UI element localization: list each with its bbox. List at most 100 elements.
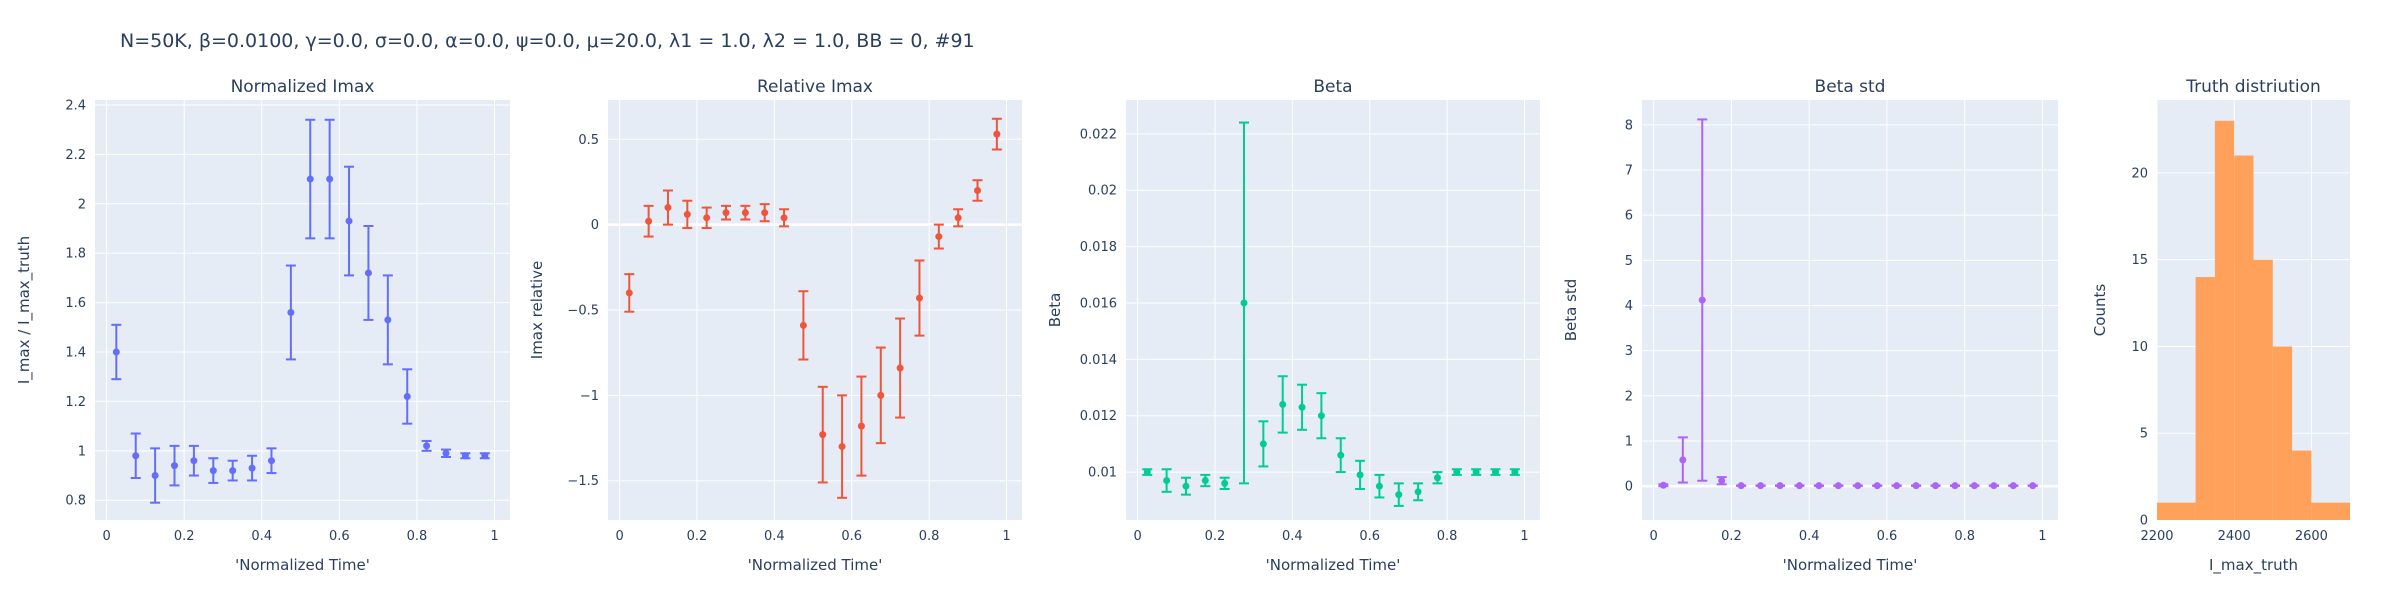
data-point[interactable] [345,217,353,225]
data-point[interactable] [306,175,314,183]
data-point[interactable] [151,472,159,480]
data-point[interactable] [1240,299,1248,307]
data-point[interactable] [1453,468,1461,476]
data-point[interactable] [664,204,672,212]
data-point[interactable] [877,391,885,399]
data-point[interactable] [857,422,865,430]
data-point[interactable] [326,175,334,183]
data-point[interactable] [1815,482,1823,490]
data-point[interactable] [761,209,769,217]
plot-area [1642,100,2058,520]
y-tick-label: 0.016 [1080,296,1117,311]
data-point[interactable] [1298,403,1306,411]
data-point[interactable] [1143,468,1151,476]
data-point[interactable] [1492,468,1500,476]
data-point[interactable] [1757,482,1765,490]
data-point[interactable] [403,392,411,400]
data-point[interactable] [974,186,982,194]
data-point[interactable] [481,452,489,460]
data-point[interactable] [1951,482,1959,490]
data-point[interactable] [364,269,372,277]
data-point[interactable] [915,294,923,302]
y-axis-label: Beta [1046,293,1064,328]
y-tick-label: 3 [1625,344,1633,359]
y-tick-label: 0.018 [1080,240,1117,255]
x-tick-label: 0 [1133,529,1141,544]
data-point[interactable] [1221,479,1229,487]
data-point[interactable] [1679,456,1687,464]
y-tick-label: 0.014 [1080,353,1117,368]
y-tick-label: −1 [580,389,599,404]
data-point[interactable] [1795,482,1803,490]
y-tick-label: 8 [1625,118,1633,133]
data-point[interactable] [1912,482,1920,490]
data-point[interactable] [171,462,179,470]
data-point[interactable] [838,443,846,451]
data-point[interactable] [1317,412,1325,420]
data-point[interactable] [896,364,904,372]
data-point[interactable] [1375,482,1383,490]
panel-title: Normalized Imax [231,77,375,97]
data-point[interactable] [1395,491,1403,499]
data-point[interactable] [645,217,653,225]
data-point[interactable] [1433,474,1441,482]
data-point[interactable] [1932,482,1940,490]
y-tick-label: 20 [2131,166,2148,181]
x-tick-label: 0 [102,529,110,544]
data-point[interactable] [267,457,275,465]
data-point[interactable] [703,214,711,222]
data-point[interactable] [799,321,807,329]
data-point[interactable] [1511,468,1519,476]
data-point[interactable] [1182,482,1190,490]
data-point[interactable] [1279,400,1287,408]
data-point[interactable] [1990,482,1998,490]
data-point[interactable] [722,209,730,217]
data-point[interactable] [229,467,237,475]
y-axis-label: Imax relative [528,261,546,359]
data-point[interactable] [1659,481,1667,489]
data-point[interactable] [1893,482,1901,490]
data-point[interactable] [1834,482,1842,490]
data-point[interactable] [993,130,1001,138]
x-axis-label: 'Normalized Time' [1266,556,1401,574]
data-point[interactable] [112,348,120,356]
data-point[interactable] [248,464,256,472]
data-point[interactable] [209,467,217,475]
data-point[interactable] [819,431,827,439]
data-point[interactable] [190,457,198,465]
data-point[interactable] [1776,482,1784,490]
data-point[interactable] [2009,482,2017,490]
data-point[interactable] [1970,482,1978,490]
data-point[interactable] [935,233,943,241]
data-point[interactable] [741,209,749,217]
data-point[interactable] [683,210,691,218]
data-point[interactable] [1472,468,1480,476]
x-tick-label: 0.8 [407,529,428,544]
data-point[interactable] [780,214,788,222]
data-point[interactable] [1163,477,1171,485]
data-point[interactable] [423,442,431,450]
data-point[interactable] [1356,471,1364,479]
x-tick-label: 0.6 [329,529,350,544]
y-tick-label: 2 [1625,389,1633,404]
data-point[interactable] [442,449,450,457]
data-point[interactable] [1337,451,1345,459]
data-point[interactable] [287,308,295,316]
data-point[interactable] [461,452,469,460]
data-point[interactable] [1259,440,1267,448]
data-point[interactable] [132,452,140,460]
data-point[interactable] [625,289,633,297]
data-point[interactable] [1414,488,1422,496]
data-point[interactable] [1201,477,1209,485]
data-point[interactable] [384,316,392,324]
data-point[interactable] [1873,482,1881,490]
data-point[interactable] [1854,482,1862,490]
data-point[interactable] [1737,482,1745,490]
data-point[interactable] [2029,482,2037,490]
data-point[interactable] [954,214,962,222]
y-tick-label: 0.02 [1088,184,1117,199]
histogram-bar [2311,502,2350,520]
data-point[interactable] [1718,477,1726,485]
data-point[interactable] [1698,296,1706,304]
